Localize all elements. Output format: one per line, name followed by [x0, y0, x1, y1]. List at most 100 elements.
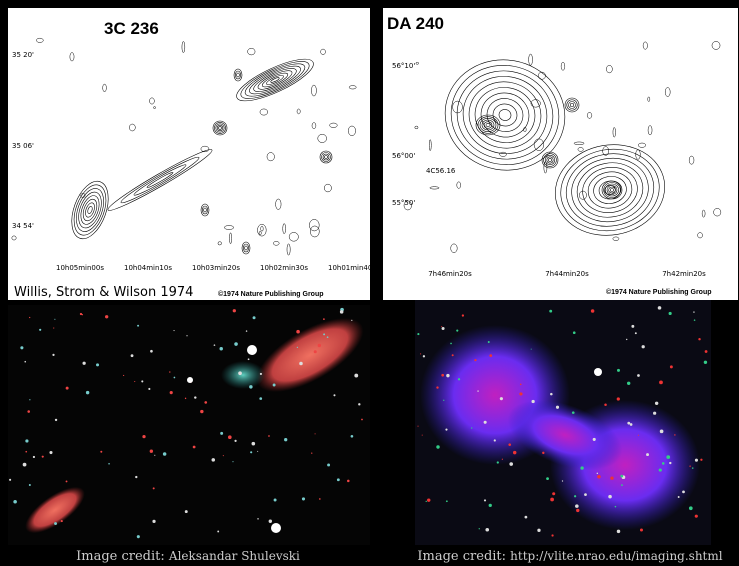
star	[274, 498, 277, 501]
star	[253, 316, 256, 319]
star	[597, 473, 598, 474]
star	[260, 373, 262, 375]
star	[669, 312, 672, 315]
star	[637, 374, 640, 377]
star	[86, 391, 89, 394]
star	[299, 362, 303, 366]
star	[658, 306, 662, 310]
star	[123, 375, 124, 376]
star	[297, 347, 298, 348]
body: 3C 236 Willis, Strom & Wilson 1974 ©1974…	[0, 0, 739, 566]
star	[445, 429, 447, 431]
star	[163, 452, 167, 456]
star	[662, 462, 665, 465]
star	[659, 380, 663, 384]
star	[318, 344, 321, 347]
star	[423, 355, 425, 357]
star	[54, 319, 55, 320]
x-tick-label: 7h42min20s	[662, 270, 706, 278]
star	[489, 504, 492, 507]
star	[477, 390, 478, 391]
star	[302, 497, 305, 500]
star	[513, 451, 516, 454]
y-tick-label: 35 20'	[12, 51, 34, 59]
star	[458, 378, 460, 380]
star	[333, 394, 335, 396]
star	[698, 338, 700, 340]
star	[620, 475, 623, 478]
star	[23, 463, 27, 467]
star	[186, 335, 187, 336]
panel-title: 3C 236	[104, 19, 159, 38]
star	[489, 354, 492, 357]
star	[358, 403, 360, 405]
x-tick-label: 10h05min00s	[56, 264, 104, 272]
star	[635, 332, 637, 334]
star	[537, 529, 540, 532]
star	[646, 453, 649, 456]
star	[55, 419, 57, 421]
star	[479, 528, 480, 529]
star	[259, 397, 262, 400]
star	[446, 374, 449, 377]
star	[39, 329, 41, 331]
star	[551, 534, 553, 536]
star	[549, 310, 552, 313]
credit: Image credit: Aleksandar Shulevski	[76, 549, 300, 564]
y-tick-label: 55°50'	[392, 199, 415, 207]
star	[135, 476, 137, 478]
star	[354, 374, 358, 378]
star	[327, 464, 330, 467]
star	[485, 528, 489, 532]
star	[519, 392, 522, 395]
star	[154, 455, 155, 456]
star	[137, 325, 139, 327]
star	[96, 363, 99, 366]
star	[627, 422, 630, 425]
star	[532, 400, 535, 403]
star	[617, 530, 620, 533]
star	[604, 403, 607, 406]
star	[436, 445, 439, 448]
star	[248, 358, 250, 360]
star	[494, 439, 496, 441]
star	[337, 478, 340, 481]
star	[443, 400, 444, 401]
star	[223, 455, 224, 456]
star	[640, 529, 643, 532]
star	[54, 522, 57, 525]
x-tick-label: 10h04min10s	[124, 264, 172, 272]
star	[693, 311, 694, 312]
star	[361, 419, 363, 421]
star	[525, 516, 528, 519]
y-tick-label: 56°00'	[392, 152, 415, 160]
star	[462, 314, 464, 316]
star	[200, 410, 203, 413]
star	[82, 314, 83, 315]
star	[252, 442, 256, 446]
x-tick-label: 10h01min40s	[328, 264, 376, 272]
star	[268, 435, 270, 437]
star	[446, 500, 448, 502]
star	[193, 446, 196, 449]
star	[552, 492, 555, 495]
star	[137, 535, 140, 538]
star	[488, 341, 490, 343]
star	[108, 463, 110, 465]
star	[323, 333, 325, 335]
star	[257, 518, 258, 519]
star	[9, 479, 11, 481]
star	[617, 397, 620, 400]
star	[169, 371, 170, 372]
star	[502, 459, 503, 460]
star	[441, 326, 442, 327]
star	[420, 353, 421, 354]
star	[29, 399, 30, 400]
star	[20, 346, 23, 349]
star	[234, 440, 236, 442]
star	[704, 361, 707, 364]
star	[233, 309, 236, 312]
star	[53, 327, 54, 328]
star	[574, 495, 576, 497]
bright-star	[594, 368, 602, 376]
